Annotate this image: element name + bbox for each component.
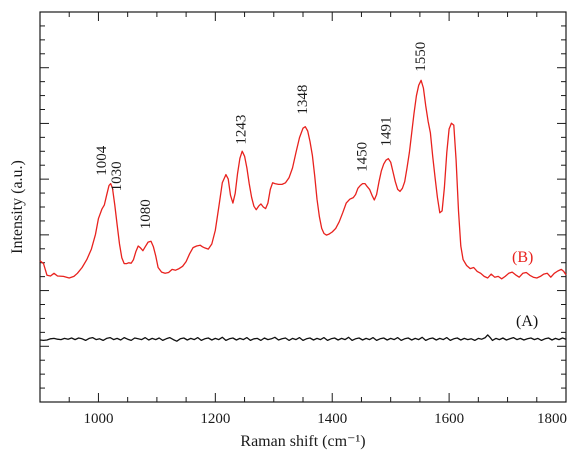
peak-label: 1550 [413, 42, 429, 72]
x-axis-label: Raman shift (cm⁻¹) [240, 433, 365, 450]
x-tick-labels: 1000 1200 1400 1600 1800 [83, 411, 567, 427]
series-line [39, 334, 567, 342]
peak-label: 1004 [94, 145, 110, 176]
peak-label: 1030 [109, 161, 125, 191]
x-tick-label: 1800 [537, 411, 567, 427]
x-tick-label: 1400 [317, 411, 347, 427]
series-line [39, 79, 567, 280]
series-layer [39, 79, 567, 342]
series-tags: (B) (A) [512, 249, 538, 330]
peak-label: 1348 [295, 85, 311, 115]
peak-label: 1491 [378, 117, 394, 147]
x-tick-label: 1600 [434, 411, 464, 427]
y-axis-label: Intensity (a.u.) [9, 160, 26, 254]
peak-label: 1450 [354, 142, 370, 172]
series-label: (B) [512, 249, 533, 266]
x-tick-label: 1000 [83, 411, 113, 427]
series-label: (A) [516, 313, 538, 330]
x-tick-label: 1200 [200, 411, 230, 427]
axis-ticks [39, 11, 567, 403]
peak-label: 1243 [234, 115, 250, 145]
plot-frame [39, 11, 567, 403]
peak-label: 1080 [138, 199, 154, 229]
